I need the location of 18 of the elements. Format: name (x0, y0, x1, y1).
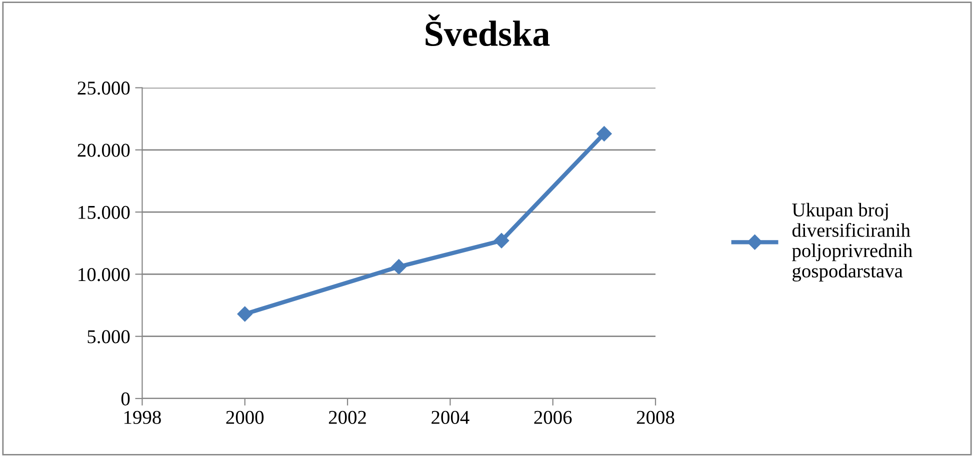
point (494, 233, 510, 248)
chart-title: Švedska (426, 14, 550, 46)
x-tick-label: 2000 (226, 410, 264, 424)
x-tick-label: 1998 (124, 410, 161, 424)
x-tick-label: 2002 (328, 410, 366, 424)
legend-label: Ukupan broj diversificiranih poljoprivrednih gospodarstava (792, 202, 912, 282)
x-tick-label: 2006 (534, 410, 572, 424)
point (391, 259, 406, 274)
y-tick-label: 5.000 (88, 330, 130, 344)
y-tick-label: 15.000 (78, 206, 130, 220)
point (237, 306, 252, 322)
y-tick-label: 25.000 (78, 82, 130, 95)
x-tick-label: 2008 (636, 410, 674, 424)
y-tick-label: 20.000 (78, 144, 130, 157)
y-tick-label: 0 (121, 392, 130, 406)
y-tick-label: 10.000 (78, 268, 130, 282)
x-tick-label: 2004 (432, 410, 470, 424)
point (596, 126, 612, 142)
